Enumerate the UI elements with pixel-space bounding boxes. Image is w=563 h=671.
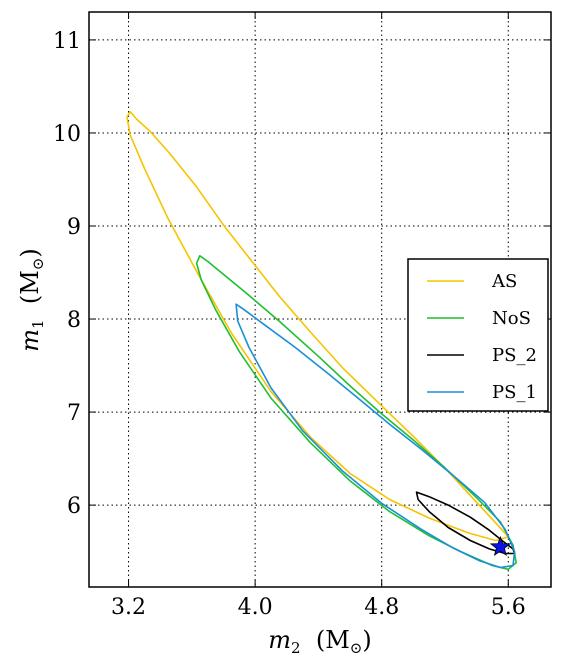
legend-label: NoS [492,308,531,329]
y-tick-label: 11 [53,29,81,54]
legend-box [407,258,549,412]
x-tick-label: 4.8 [364,595,399,620]
legend: AS NoS PS_2 PS_1 [407,258,549,412]
y-tick-label: 10 [53,122,81,147]
axis-ticks: 3.2 4.0 4.8 5.6 6 7 8 9 10 11 [53,12,551,620]
x-tick-label: 4.0 [238,595,273,620]
series-contour-ps-1 [235,303,516,569]
y-axis-label-unit-sub: ⊙ [29,258,47,271]
legend-label: AS [491,271,517,292]
x-axis-label-close: ) [362,626,371,654]
series-contours [126,110,518,571]
x-axis-label-var: m [268,626,291,654]
y-tick-label: 6 [67,494,81,519]
y-axis-label: m1 (M⊙) [16,248,47,351]
plot-frame [88,11,552,588]
y-axis-label-close: ) [16,248,44,257]
x-axis-label: m2 (M⊙) [268,626,371,657]
series-contour-nos [195,255,518,571]
y-axis-label-sub: 1 [29,319,47,329]
x-tick-label: 3.2 [111,595,146,620]
markers [489,535,511,557]
y-tick-label: 7 [67,401,81,426]
x-axis-label-sub: 2 [291,639,301,657]
x-tick-label: 5.6 [491,595,526,620]
series-contour-as [126,110,510,542]
x-axis-label-unit: (M [301,626,350,654]
y-tick-label: 9 [67,215,81,240]
y-axis-label-unit: (M [16,270,44,319]
legend-label: PS_1 [492,382,537,403]
legend-label: PS_2 [492,345,537,366]
x-axis-label-unit-sub: ⊙ [350,639,363,657]
grid-lines [89,12,551,587]
y-tick-label: 8 [67,308,81,333]
y-axis-label-var: m [16,329,44,352]
star-marker [489,535,511,557]
